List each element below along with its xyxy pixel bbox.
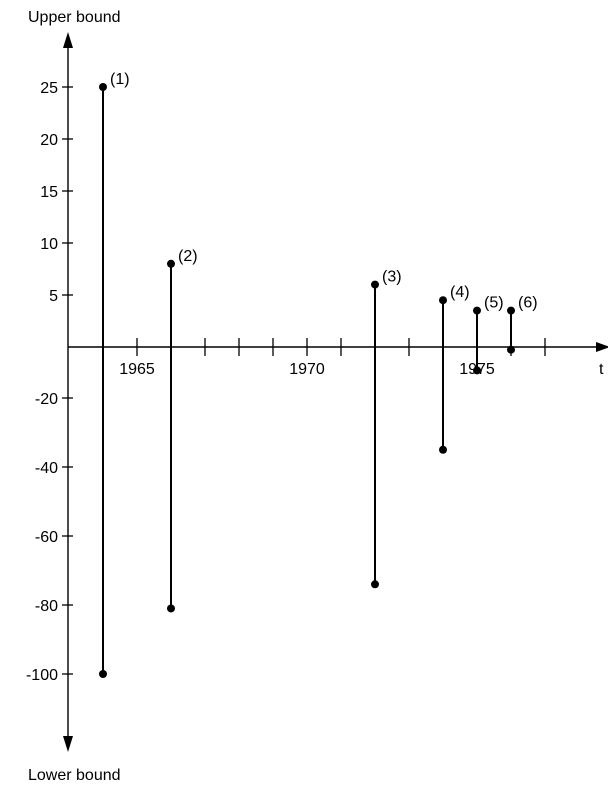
x-tick-label: 1970 xyxy=(289,361,325,378)
y-axis-down-arrow xyxy=(63,736,73,752)
upper-bound-point xyxy=(507,306,515,315)
range-item: (1) xyxy=(99,71,130,678)
upper-bound-point xyxy=(99,83,107,91)
range-item: (3) xyxy=(371,269,402,589)
y-tick-label: 15 xyxy=(40,184,58,201)
y-tick-label: -60 xyxy=(35,529,58,546)
x-axis-label: t xyxy=(599,361,604,378)
upper-bound-point xyxy=(439,296,447,305)
range-series: (1) (2) (3) (4) (5) (6) xyxy=(99,71,538,678)
range-item: (6) xyxy=(507,295,538,354)
upper-bound-point xyxy=(167,259,175,268)
y-tick-label: -40 xyxy=(35,460,58,477)
range-item: (4) xyxy=(439,284,470,454)
y-tick-label: 5 xyxy=(49,288,58,305)
range-label: (3) xyxy=(382,269,402,286)
y-tick-label: 20 xyxy=(40,132,58,149)
range-item: (5) xyxy=(473,295,504,375)
y-axis-up-arrow xyxy=(63,32,73,48)
range-label: (6) xyxy=(518,295,538,312)
lower-bound-point xyxy=(507,345,515,354)
upper-bound-point xyxy=(473,306,481,315)
upper-bound-point xyxy=(371,280,379,289)
y-tick-label: 10 xyxy=(40,236,58,253)
range-item: (2) xyxy=(167,248,198,613)
x-axis-right-arrow xyxy=(596,342,608,352)
range-label: (2) xyxy=(178,248,198,265)
y-tick-label: -100 xyxy=(26,667,58,684)
lower-bound-point xyxy=(371,580,379,589)
range-label: (5) xyxy=(484,295,504,312)
range-label: (4) xyxy=(450,284,470,301)
x-tick-label: 1965 xyxy=(119,361,155,378)
y-tick-label: -20 xyxy=(35,391,58,408)
y-tick-label: 25 xyxy=(40,80,58,97)
lower-bound-point xyxy=(473,366,481,375)
lower-bound-label: Lower bound xyxy=(28,767,121,784)
y-tick-label: -80 xyxy=(35,598,58,615)
lower-bound-point xyxy=(167,604,175,613)
lower-bound-point xyxy=(99,670,107,678)
range-label: (1) xyxy=(110,71,130,88)
upper-bound-label: Upper bound xyxy=(28,9,121,26)
lower-bound-point xyxy=(439,445,447,454)
